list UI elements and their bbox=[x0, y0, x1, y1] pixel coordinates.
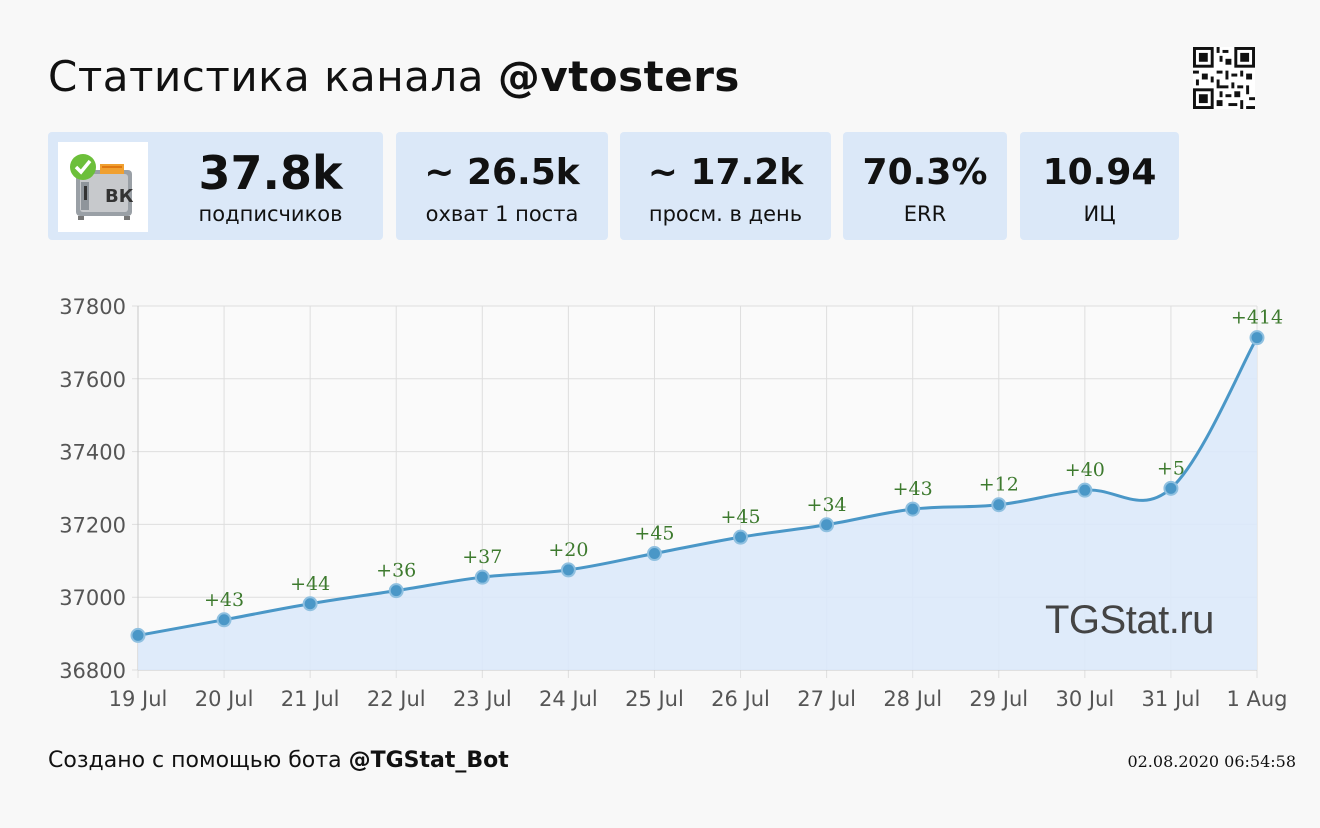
data-point bbox=[130, 627, 146, 643]
data-point bbox=[905, 501, 921, 517]
data-point bbox=[388, 583, 404, 599]
x-tick-label: 31 Jul bbox=[1142, 687, 1201, 711]
data-point bbox=[474, 569, 490, 585]
citation-index-value: 10.94 bbox=[1042, 152, 1157, 193]
footer-prefix: Создано с помощью бота bbox=[48, 748, 349, 773]
daily-views-card: ~ 17.2k просм. в день bbox=[620, 132, 831, 240]
x-tick-label: 27 Jul bbox=[797, 687, 856, 711]
data-point bbox=[1163, 480, 1179, 496]
err-value: 70.3% bbox=[862, 152, 988, 193]
subscribers-card: ВК 37.8k подписчиков bbox=[48, 132, 383, 240]
data-point bbox=[991, 497, 1007, 513]
y-tick-label: 37400 bbox=[59, 441, 126, 465]
err-card: 70.3% ERR bbox=[843, 132, 1007, 240]
data-label: +45 bbox=[720, 506, 760, 528]
x-tick-label: 28 Jul bbox=[883, 687, 942, 711]
generated-datetime: 02.08.2020 06:54:58 bbox=[1127, 752, 1296, 771]
title-prefix: Статистика канала bbox=[48, 52, 498, 101]
reach-label: охват 1 поста bbox=[425, 202, 579, 226]
data-point bbox=[1077, 482, 1093, 498]
citation-index-card: 10.94 ИЦ bbox=[1020, 132, 1179, 240]
svg-text:ВК: ВК bbox=[105, 186, 134, 207]
x-tick-label: 23 Jul bbox=[453, 687, 512, 711]
data-point bbox=[560, 562, 576, 578]
data-label: +36 bbox=[376, 560, 416, 582]
x-tick-label: 20 Jul bbox=[195, 687, 254, 711]
data-label: +20 bbox=[548, 539, 588, 561]
reach-card: ~ 26.5k охват 1 поста bbox=[396, 132, 608, 240]
x-tick-label: 25 Jul bbox=[625, 687, 684, 711]
x-tick-label: 24 Jul bbox=[539, 687, 598, 711]
data-point bbox=[216, 612, 232, 628]
watermark: TGStat.ru bbox=[1045, 598, 1214, 642]
y-tick-label: 37800 bbox=[59, 295, 126, 319]
data-label: +43 bbox=[893, 478, 933, 500]
data-point bbox=[819, 517, 835, 533]
daily-views-value: ~ 17.2k bbox=[647, 152, 804, 193]
data-point bbox=[1249, 330, 1265, 346]
bot-link[interactable]: @TGStat_Bot bbox=[348, 748, 509, 773]
data-label: +5 bbox=[1157, 457, 1185, 479]
y-tick-label: 37000 bbox=[59, 586, 126, 610]
data-point bbox=[302, 596, 318, 612]
x-tick-label: 26 Jul bbox=[711, 687, 770, 711]
data-label: +45 bbox=[634, 523, 674, 545]
data-label: +43 bbox=[204, 589, 244, 611]
data-point bbox=[733, 529, 749, 545]
reach-value: ~ 26.5k bbox=[424, 152, 580, 193]
qr-code-icon bbox=[1193, 47, 1255, 109]
channel-name: @vtosters bbox=[497, 52, 740, 101]
subscribers-label: подписчиков bbox=[198, 202, 343, 226]
data-label: +44 bbox=[290, 573, 330, 595]
x-tick-label: 19 Jul bbox=[109, 687, 168, 711]
citation-index-label: ИЦ bbox=[1083, 202, 1116, 226]
data-label: +34 bbox=[807, 494, 847, 516]
y-tick-label: 37600 bbox=[59, 368, 126, 392]
x-tick-label: 29 Jul bbox=[969, 687, 1028, 711]
vk-toaster-logo-icon: ВК bbox=[70, 154, 134, 220]
area-fill bbox=[138, 337, 1257, 670]
data-label: +37 bbox=[462, 546, 502, 568]
daily-views-label: просм. в день bbox=[648, 202, 803, 226]
channel-logo: ВК bbox=[58, 142, 148, 232]
data-point bbox=[646, 546, 662, 562]
err-label: ERR bbox=[903, 202, 947, 226]
y-tick-label: 37200 bbox=[59, 513, 126, 537]
x-tick-label: 30 Jul bbox=[1055, 687, 1114, 711]
footer-credit: Создано с помощью бота @TGStat_Bot bbox=[48, 748, 509, 773]
x-tick-label: 22 Jul bbox=[367, 687, 426, 711]
x-tick-label: 21 Jul bbox=[281, 687, 340, 711]
y-tick-label: 36800 bbox=[59, 659, 126, 683]
series-line bbox=[137, 336, 1259, 637]
page-title: Статистика канала @vtosters bbox=[48, 52, 740, 101]
subscribers-value: 37.8k bbox=[198, 146, 343, 200]
data-label: +12 bbox=[979, 474, 1019, 496]
data-label: +40 bbox=[1065, 459, 1105, 481]
data-label: +414 bbox=[1231, 307, 1283, 329]
x-tick-label: 1 Aug bbox=[1226, 687, 1287, 711]
